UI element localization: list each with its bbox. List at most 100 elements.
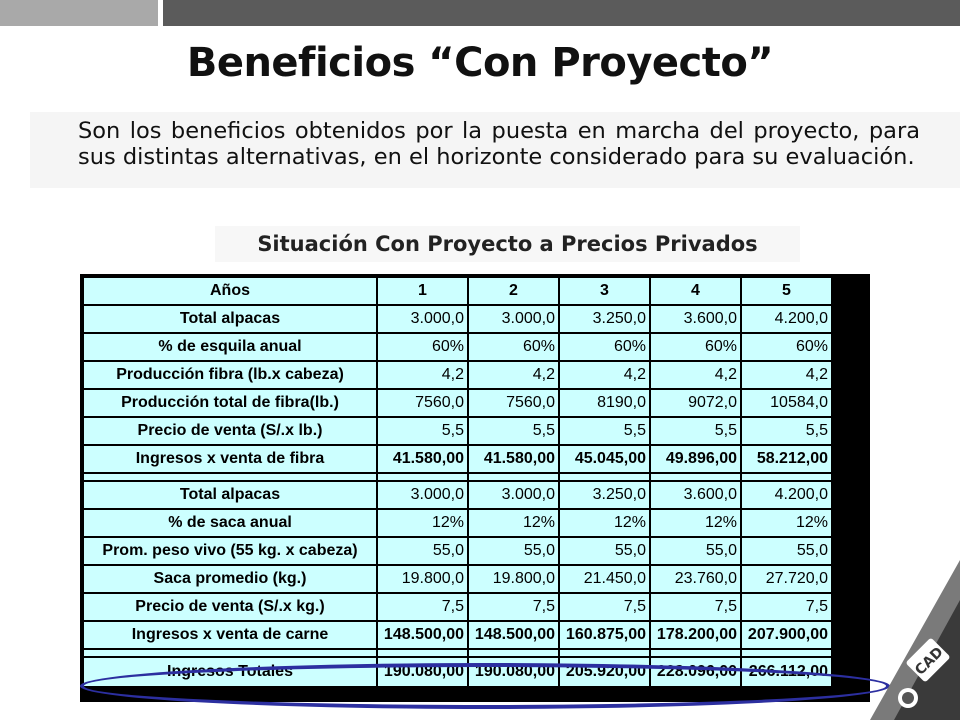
table-cell: 3.000,0 [467,304,560,334]
table-cell: 55,0 [376,536,469,566]
logo-badge [906,638,950,682]
table-cell: 3.000,0 [376,480,469,510]
table-cell: 7,5 [467,592,560,622]
table-cell: 5,5 [467,416,560,446]
table-cell: 12% [467,508,560,538]
row-label: % de saca anual [82,508,378,538]
row-label: Precio de venta (S/.x kg.) [82,592,378,622]
gap-cell [740,648,833,658]
row-label: Prom. peso vivo (55 kg. x cabeza) [82,536,378,566]
table-cell: 60% [649,332,742,362]
header-cell: 2 [467,276,560,306]
row-label: Total alpacas [82,304,378,334]
table-row: Precio de venta (S/.x lb.) 5,5 5,5 5,5 5… [82,416,833,446]
row-label: Ingresos x venta de fibra [82,444,378,474]
table-cell: 4,2 [376,360,469,390]
table-cell: 23.760,0 [649,564,742,594]
table-cell: 60% [376,332,469,362]
table-cell: 7,5 [649,592,742,622]
gap-cell [467,648,560,658]
table-cell: 60% [558,332,651,362]
benefits-table: Años 1 2 3 4 5 Total alpacas 3.000,0 3.0… [82,276,833,688]
table-row: Prom. peso vivo (55 kg. x cabeza) 55,0 5… [82,536,833,566]
table-cell: 5,5 [376,416,469,446]
table-gap-row [82,472,833,482]
table-cell: 160.875,00 [558,620,651,650]
header-cell: 3 [558,276,651,306]
gap-cell [376,648,469,658]
table-row: Total alpacas 3.000,0 3.000,0 3.250,0 3.… [82,480,833,510]
table-cell: 7560,0 [467,388,560,418]
table-cell: 19.800,0 [467,564,560,594]
table-cell: 3.600,0 [649,480,742,510]
table-cell: 27.720,0 [740,564,833,594]
table-cell: 7,5 [376,592,469,622]
table-row: Total alpacas 3.000,0 3.000,0 3.250,0 3.… [82,304,833,334]
table-cell: 7,5 [558,592,651,622]
table-cell: 4,2 [740,360,833,390]
table-cell: 49.896,00 [649,444,742,474]
row-label: % de esquila anual [82,332,378,362]
gap-cell [558,648,651,658]
benefits-table-container: Años 1 2 3 4 5 Total alpacas 3.000,0 3.0… [80,274,870,702]
description-text: Son los beneficios obtenidos por la pues… [78,118,920,170]
table-cell: 178.200,00 [649,620,742,650]
table-cell: 41.580,00 [376,444,469,474]
table-cell: 58.212,00 [740,444,833,474]
table-row: Producción total de fibra(lb.) 7560,0 75… [82,388,833,418]
row-label: Producción total de fibra(lb.) [82,388,378,418]
cad-logo: CAD [870,560,960,720]
table-row-subtotal: Ingresos x venta de fibra 41.580,00 41.5… [82,444,833,474]
table-cell: 55,0 [467,536,560,566]
table-row: Precio de venta (S/.x kg.) 7,5 7,5 7,5 7… [82,592,833,622]
row-label: Saca promedio (kg.) [82,564,378,594]
table-cell: 4,2 [649,360,742,390]
table-cell: 7,5 [740,592,833,622]
slide-title: Beneficios “Con Proyecto” [186,40,774,86]
header-cell: 5 [740,276,833,306]
gap-cell [82,648,378,658]
highlight-ellipse [80,663,890,709]
table-cell: 5,5 [740,416,833,446]
header-cell: Años [82,276,378,306]
row-label: Ingresos x venta de carne [82,620,378,650]
table-cell: 12% [558,508,651,538]
table-cell: 21.450,0 [558,564,651,594]
table-row: Producción fibra (lb.x cabeza) 4,2 4,2 4… [82,360,833,390]
table-cell: 4.200,0 [740,480,833,510]
row-label: Precio de venta (S/.x lb.) [82,416,378,446]
gap-cell [467,472,560,482]
table-cell: 12% [376,508,469,538]
table-cell: 55,0 [740,536,833,566]
gap-cell [649,648,742,658]
table-cell: 41.580,00 [467,444,560,474]
table-cell: 148.500,00 [376,620,469,650]
table-cell: 60% [740,332,833,362]
table-cell: 207.900,00 [740,620,833,650]
table-cell: 3.250,0 [558,480,651,510]
table-cell: 12% [649,508,742,538]
gap-cell [649,472,742,482]
globe-core [902,692,914,704]
description-background [30,112,960,188]
table-subtitle: Situación Con Proyecto a Precios Privado… [215,226,800,262]
table-cell: 4,2 [467,360,560,390]
table-cell: 3.600,0 [649,304,742,334]
table-row: % de saca anual 12% 12% 12% 12% 12% [82,508,833,538]
table-gap-row [82,648,833,658]
top-bar-left [0,0,158,26]
table-cell: 3.250,0 [558,304,651,334]
table-cell: 45.045,00 [558,444,651,474]
table-cell: 55,0 [649,536,742,566]
table-cell: 8190,0 [558,388,651,418]
table-row: Saca promedio (kg.) 19.800,0 19.800,0 21… [82,564,833,594]
table-cell: 60% [467,332,560,362]
table-cell: 4.200,0 [740,304,833,334]
table-cell: 7560,0 [376,388,469,418]
gap-cell [558,472,651,482]
row-label: Total alpacas [82,480,378,510]
table-cell: 9072,0 [649,388,742,418]
gap-cell [376,472,469,482]
table-cell: 3.000,0 [467,480,560,510]
table-cell: 10584,0 [740,388,833,418]
